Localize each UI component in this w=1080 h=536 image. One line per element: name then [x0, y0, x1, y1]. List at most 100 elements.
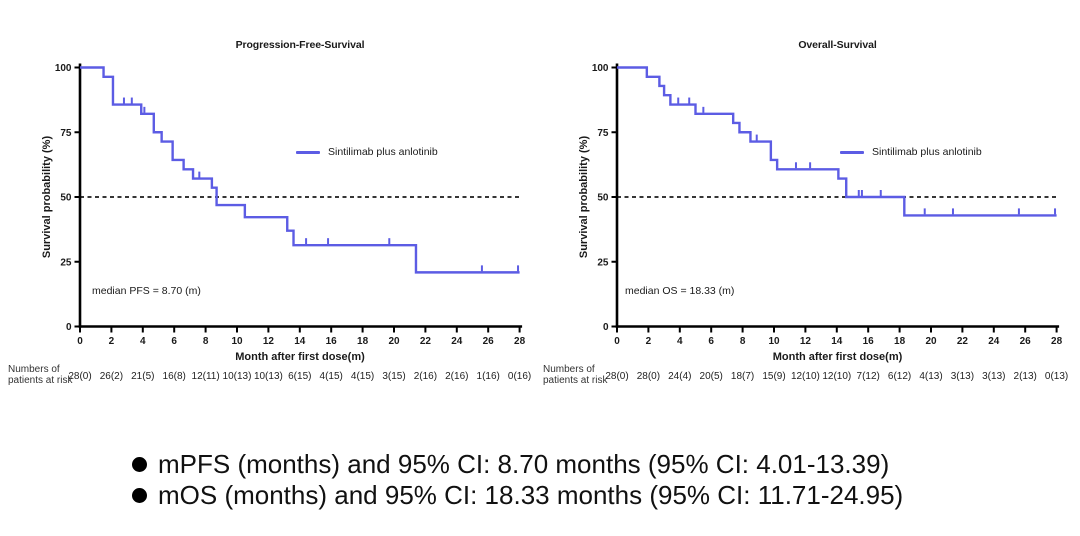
x-tick-label: 20 [388, 336, 400, 347]
x-tick-label: 2 [109, 336, 115, 347]
pfs-median-annotation: median PFS = 8.70 (m) [92, 285, 201, 297]
risk-value: 4(15) [350, 371, 375, 382]
x-tick-label: 8 [203, 336, 209, 347]
os-x-axis-label: Month after first dose(m) [772, 351, 903, 363]
os-at-risk-row: 28(0) 28(0) 24(4) 20(5) 18(7) 15(9) 12(10) 12(1… [540, 371, 1080, 385]
x-tick-label: 4 [140, 336, 146, 347]
risk-value: 2(16) [445, 371, 469, 382]
x-tick-label: 22 [420, 336, 432, 347]
risk-value: 10(13) [253, 371, 283, 382]
pfs-x-axis-label: Month after first dose(m) [235, 351, 365, 363]
bullet-item-mpfs: mPFS (months) and 95% CI: 8.70 months (9… [132, 449, 903, 480]
at-risk-caption-line1: Numbers of [543, 364, 595, 375]
risk-value: 12(10) [790, 371, 820, 382]
y-tick-label: 100 [592, 63, 609, 74]
at-risk-caption-line1: Numbers of [8, 364, 60, 375]
os-chart: Overall-Survival 0 25 50 75 100 0 2 4 6 8 10 12 14 16… [540, 0, 1080, 420]
x-tick-label: 24 [988, 336, 1000, 347]
pfs-at-risk-row: 28(0) 26(2) 21(5) 16(8) 12(11) 10(13) 10(13) 6(… [0, 371, 540, 385]
x-tick-label: 14 [831, 336, 843, 347]
km-curve [80, 66, 520, 274]
y-tick-label: 0 [66, 322, 72, 333]
risk-value: 6(15) [288, 371, 312, 382]
x-tick-label: 6 [171, 336, 177, 347]
at-risk-caption-line2: patients at risk [543, 375, 608, 386]
km-curve [617, 66, 1057, 217]
x-tick-label: 28 [514, 336, 526, 347]
x-tick-label: 6 [708, 336, 714, 347]
mpfs-summary-text: mPFS (months) and 95% CI: 8.70 months (9… [158, 449, 890, 479]
x-tick-label: 18 [357, 336, 369, 347]
risk-value: 15(9) [762, 371, 786, 382]
risk-value: 24(4) [668, 371, 692, 382]
risk-value: 4(13) [919, 371, 943, 382]
legend-line-swatch [296, 150, 320, 154]
legend-label: Sintilimab plus anlotinib [872, 146, 982, 158]
legend-label: Sintilimab plus anlotinib [328, 146, 438, 158]
risk-value: 26(2) [99, 371, 124, 382]
y-tick-label: 50 [597, 193, 609, 204]
legend-line-swatch [840, 150, 864, 154]
risk-value: 0(13) [1044, 371, 1069, 382]
os-median-annotation: median OS = 18.33 (m) [625, 285, 735, 297]
risk-value: 21(5) [131, 371, 155, 382]
x-tick-label: 26 [1020, 336, 1032, 347]
risk-value: 28(0) [605, 371, 629, 382]
y-tick-label: 25 [597, 257, 609, 268]
x-tick-label: 10 [768, 336, 780, 347]
y-tick-label: 75 [60, 128, 72, 139]
at-risk-caption-line2: patients at risk [8, 375, 73, 386]
x-tick-label: 14 [294, 336, 306, 347]
bullet-item-mos: mOS (months) and 95% CI: 18.33 months (9… [132, 480, 903, 511]
x-tick-label: 12 [263, 336, 275, 347]
risk-value: 28(0) [636, 371, 661, 382]
risk-value: 1(16) [476, 371, 500, 382]
risk-value: 20(5) [699, 371, 723, 382]
x-tick-label: 0 [77, 336, 83, 347]
x-tick-label: 2 [646, 336, 652, 347]
pfs-legend: Sintilimab plus anlotinib [296, 146, 438, 158]
os-chart-title: Overall-Survival [798, 39, 877, 51]
y-tick-label: 50 [60, 193, 72, 204]
risk-value: 3(15) [382, 371, 406, 382]
x-tick-label: 0 [614, 336, 620, 347]
y-tick-label: 25 [60, 257, 72, 268]
x-tick-label: 18 [894, 336, 906, 347]
x-tick-label: 16 [863, 336, 875, 347]
x-tick-label: 16 [326, 336, 338, 347]
bullet-icon [132, 488, 147, 503]
os-at-risk-caption: Numbers of patients at risk [543, 364, 607, 386]
x-tick-label: 4 [677, 336, 683, 347]
x-tick-label: 20 [925, 336, 937, 347]
mos-summary-text: mOS (months) and 95% CI: 18.33 months (9… [158, 480, 904, 510]
risk-value: 6(12) [887, 371, 912, 382]
risk-value: 10(13) [222, 371, 252, 382]
x-tick-label: 12 [800, 336, 812, 347]
risk-value: 2(13) [1013, 371, 1037, 382]
x-tick-label: 28 [1051, 336, 1063, 347]
risk-value: 0(16) [507, 371, 532, 382]
y-tick-label: 100 [55, 63, 72, 74]
pfs-chart-title: Progression-Free-Survival [235, 39, 365, 51]
x-tick-label: 10 [231, 336, 243, 347]
y-tick-label: 0 [603, 322, 609, 333]
risk-value: 16(8) [162, 371, 186, 382]
bullet-icon [132, 457, 147, 472]
pfs-y-axis-label: Survival probability (%) [41, 135, 53, 259]
x-tick-label: 22 [957, 336, 969, 347]
x-tick-label: 26 [483, 336, 495, 347]
x-tick-label: 8 [740, 336, 746, 347]
risk-value: 28(0) [68, 371, 92, 382]
os-y-axis-label: Survival probability (%) [578, 135, 590, 259]
risk-value: 12(11) [191, 371, 220, 382]
pfs-at-risk-caption: Numbers of patients at risk [8, 364, 72, 386]
risk-value: 12(10) [822, 371, 852, 382]
risk-value: 2(16) [413, 371, 438, 382]
risk-value: 3(13) [950, 371, 975, 382]
risk-value: 7(12) [856, 371, 880, 382]
pfs-chart: Progression-Free-Survival 0 25 50 75 100 0 2 4 6… [0, 0, 540, 420]
summary-bullets: mPFS (months) and 95% CI: 8.70 months (9… [132, 449, 903, 511]
